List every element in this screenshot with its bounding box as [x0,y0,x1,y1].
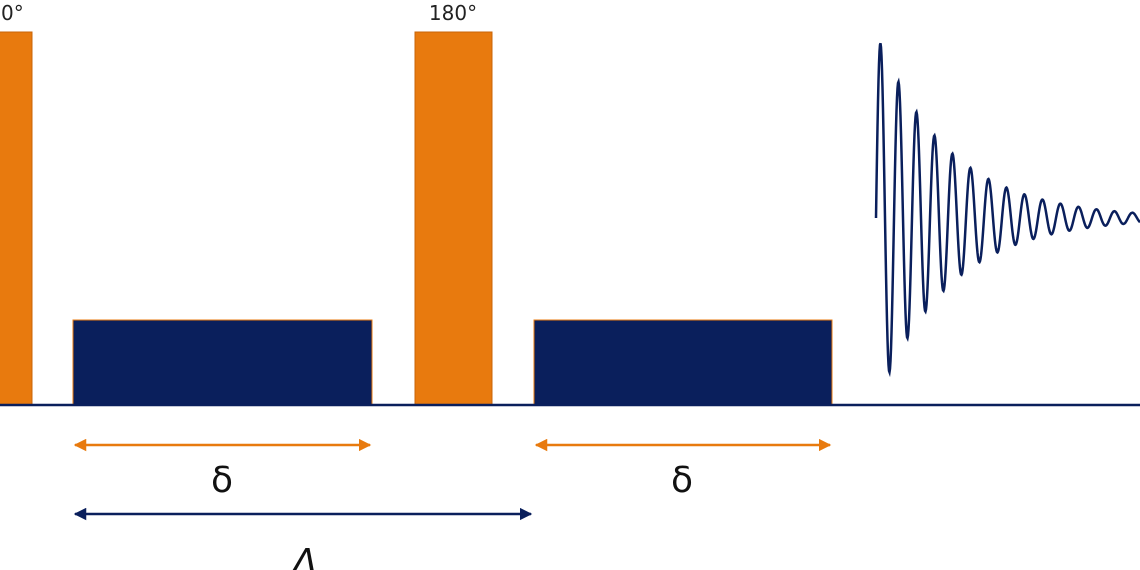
pulse-label: 90° [0,1,24,25]
pulse-label: 180° [429,1,477,25]
pulse-90 [0,31,33,406]
gradient-pulse [533,319,833,406]
big-delta-label: Δ [290,542,318,570]
fid-signal [874,42,1140,378]
delta-label: δ [211,460,233,501]
gradient-pulse [72,319,373,406]
pulse-180 [414,31,493,406]
delta-label: δ [671,460,693,501]
